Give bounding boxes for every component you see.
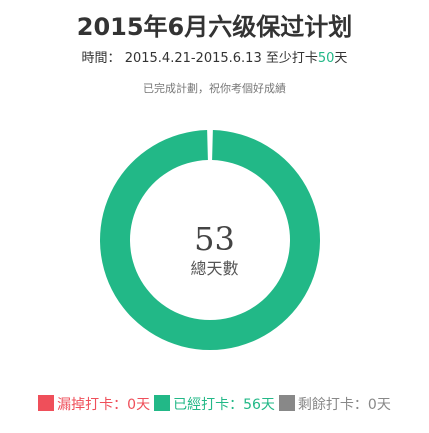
legend-item-3[interactable]: 剩餘打卡：0天 bbox=[278, 395, 391, 415]
legend-label: 漏掉打卡：0天 bbox=[57, 397, 151, 413]
target-prefix: 至少打卡 bbox=[265, 51, 318, 66]
legend-item-1[interactable]: 漏掉打卡：0天 bbox=[38, 395, 150, 415]
target-suffix: 天 bbox=[334, 51, 348, 66]
legend-item-2[interactable]: 已經打卡：56天 bbox=[154, 395, 275, 415]
legend-swatch bbox=[154, 395, 171, 411]
period-range: 2015.4.21-2015.6.13 bbox=[124, 51, 262, 66]
total-days-label: 總天數 bbox=[190, 259, 239, 278]
legend-label: 剩餘打卡：0天 bbox=[297, 397, 391, 413]
legend-swatch bbox=[38, 395, 55, 411]
chart-legend: 漏掉打卡：0天 已經打卡：56天 剩餘打卡：0天 bbox=[0, 395, 429, 415]
plan-period: 時間： 2015.4.21-2015.6.13 至少打卡50天 bbox=[0, 50, 429, 68]
legend-swatch bbox=[278, 395, 295, 411]
total-days-value: 53 bbox=[194, 220, 235, 258]
page-title: 2015年6月六级保过计划 bbox=[76, 13, 353, 41]
legend-label: 已經打卡：56天 bbox=[173, 397, 275, 413]
period-label: 時間： bbox=[81, 51, 121, 66]
target-days: 50 bbox=[317, 51, 335, 66]
completion-note: 已完成計劃，祝你考個好成績 bbox=[143, 82, 286, 95]
